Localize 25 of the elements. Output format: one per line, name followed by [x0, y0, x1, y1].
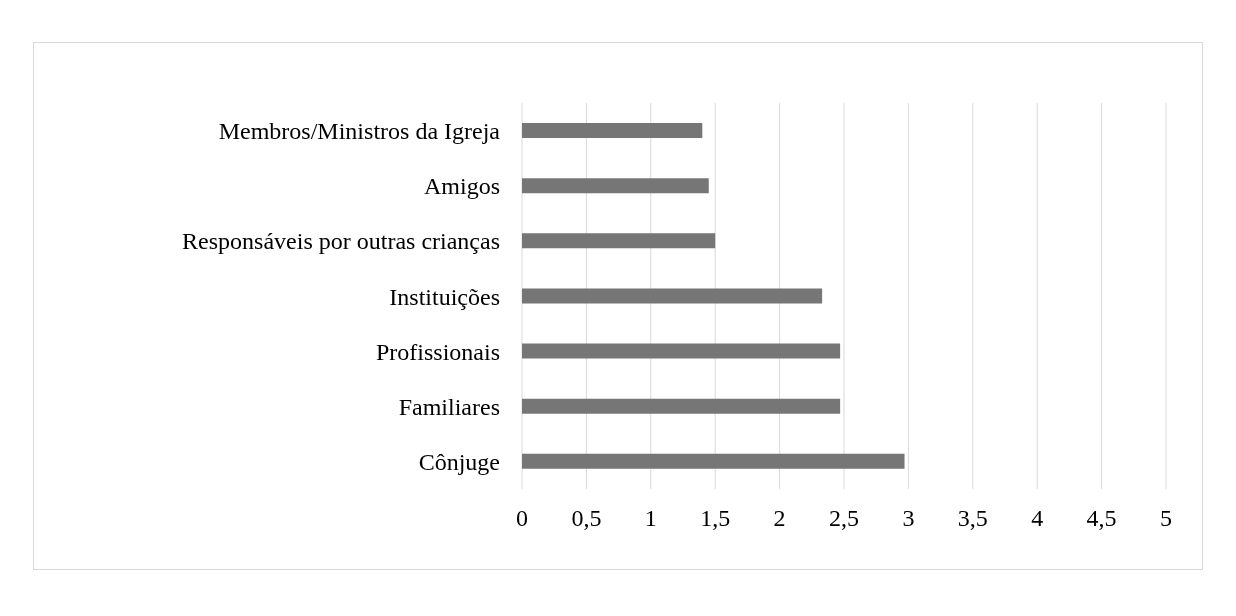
y-tick-label: Profissionais [375, 338, 500, 365]
x-tick-label: 0 [516, 505, 528, 532]
x-tick-label: 3,5 [957, 505, 988, 532]
y-tick-label: Responsáveis por outras crianças [182, 228, 500, 255]
x-tick-label: 2 [773, 505, 786, 532]
x-tick-label: 0,5 [571, 505, 602, 532]
bar [522, 453, 905, 469]
x-tick-label: 1,5 [700, 505, 731, 532]
x-tick-label: 1 [644, 505, 657, 532]
y-tick-label: Amigos [423, 173, 500, 200]
y-tick-label: Instituições [389, 283, 500, 310]
x-tick-label: 3 [902, 505, 915, 532]
bar [522, 123, 703, 138]
y-tick-label: Membros/Ministros da Igreja [218, 118, 501, 145]
y-tick-label: Familiares [398, 393, 500, 420]
x-tick-label: 2,5 [829, 505, 859, 532]
y-tick-label: Cônjuge [418, 448, 500, 475]
x-tick-label: 5 [1160, 505, 1172, 532]
bar [522, 233, 716, 249]
x-tick-label: 4,5 [1086, 505, 1117, 532]
bar [522, 398, 841, 414]
bar [522, 343, 841, 359]
bar [522, 178, 709, 194]
bar [522, 288, 823, 304]
x-tick-label: 4 [1031, 505, 1044, 532]
